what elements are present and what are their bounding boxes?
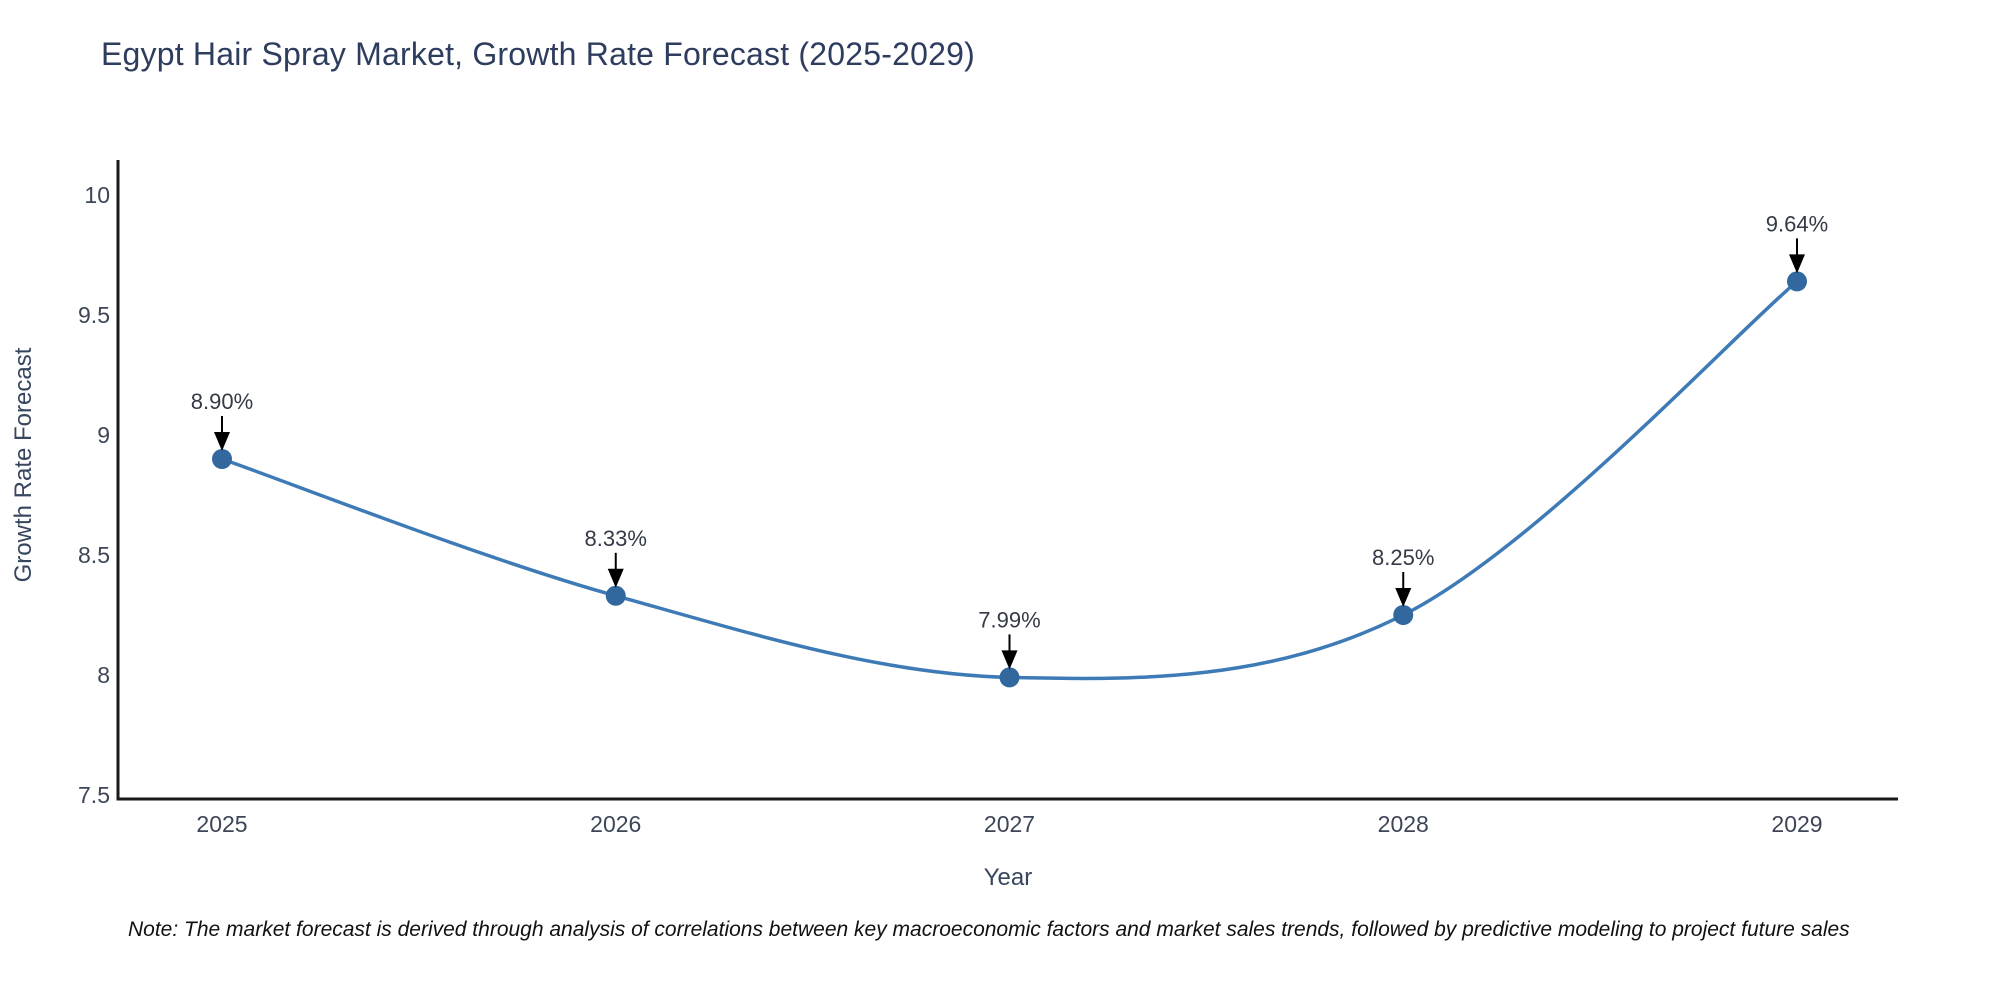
- point-value-label: 8.25%: [1372, 545, 1434, 570]
- data-point-marker: [999, 667, 1020, 688]
- point-value-label: 9.64%: [1766, 211, 1828, 236]
- annotation-arrowhead-icon: [1789, 254, 1805, 274]
- y-tick-label: 9: [97, 422, 110, 448]
- point-value-label: 8.90%: [191, 389, 253, 414]
- chart-title: Egypt Hair Spray Market, Growth Rate For…: [101, 36, 975, 72]
- data-point-marker: [1393, 605, 1414, 625]
- annotation-arrowhead-icon: [607, 568, 624, 588]
- x-tick-label: 2026: [590, 811, 641, 837]
- y-tick-label: 7.5: [78, 782, 110, 808]
- y-tick-label: 8.5: [78, 542, 110, 568]
- data-point-marker: [605, 585, 626, 606]
- x-tick-label: 2025: [196, 811, 247, 837]
- point-value-label: 7.99%: [978, 607, 1040, 632]
- y-tick-label: 9.5: [78, 302, 110, 328]
- x-axis-title: Year: [983, 864, 1033, 891]
- x-tick-label: 2028: [1378, 811, 1429, 837]
- annotation-arrowhead-icon: [1001, 650, 1018, 670]
- footnote: Note: The market forecast is derived thr…: [128, 918, 1850, 941]
- x-tick-label: 2029: [1771, 811, 1822, 837]
- point-value-label: 8.33%: [585, 526, 647, 551]
- data-point-marker: [212, 449, 232, 469]
- data-point-marker: [1787, 271, 1807, 292]
- y-tick-label: 10: [84, 182, 110, 208]
- annotation-arrowhead-icon: [214, 432, 230, 451]
- y-tick-label: 8: [97, 662, 110, 688]
- annotation-arrowhead-icon: [1395, 588, 1412, 607]
- x-tick-label: 2027: [984, 811, 1035, 837]
